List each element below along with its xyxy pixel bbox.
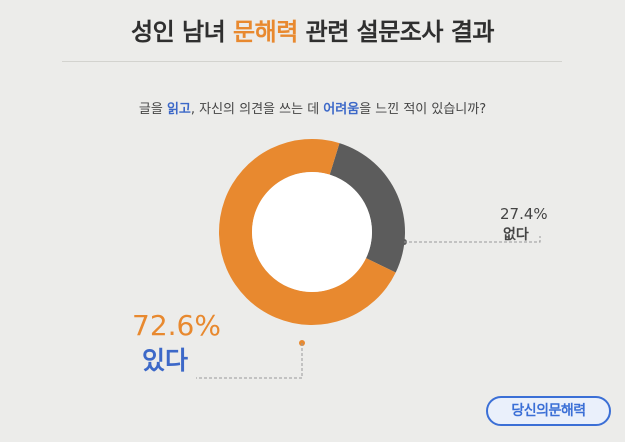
title-text-1: 성인 남녀 <box>131 18 234 46</box>
survey-question: 글을 읽고, 자신의 의견을 쓰는 데 어려움을 느낀 적이 있습니까? <box>0 98 625 117</box>
brand-logo: 당신의문해력 <box>486 396 611 426</box>
leader-lines <box>196 236 541 379</box>
question-highlight-difficulty: 어려움 <box>323 102 360 117</box>
donut-hole <box>252 172 372 292</box>
yes-percent-label: 72.6% <box>132 309 221 342</box>
no-percent-label: 27.4% <box>500 205 548 223</box>
yes-category-label: 있다 <box>142 346 189 375</box>
title-highlight: 문해력 <box>233 18 298 46</box>
page-title: 성인 남녀 문해력 관련 설문조사 결과 <box>0 12 625 47</box>
title-divider <box>62 61 562 62</box>
question-part-1: 글을 <box>138 102 167 117</box>
question-part-2: , 자신의 의견을 쓰는 데 <box>190 102 324 117</box>
slice-yes <box>219 138 396 325</box>
question-highlight-read: 읽고 <box>166 102 191 117</box>
no-leader-line <box>404 236 541 243</box>
title-text-2: 관련 설문조사 결과 <box>297 18 495 46</box>
donut-slices <box>219 138 405 325</box>
question-part-3: 을 느낀 적이 있습니까? <box>359 102 487 117</box>
yes-leader-line <box>196 343 303 379</box>
no-category-label: 없다 <box>503 227 529 243</box>
slice-no <box>329 143 405 273</box>
